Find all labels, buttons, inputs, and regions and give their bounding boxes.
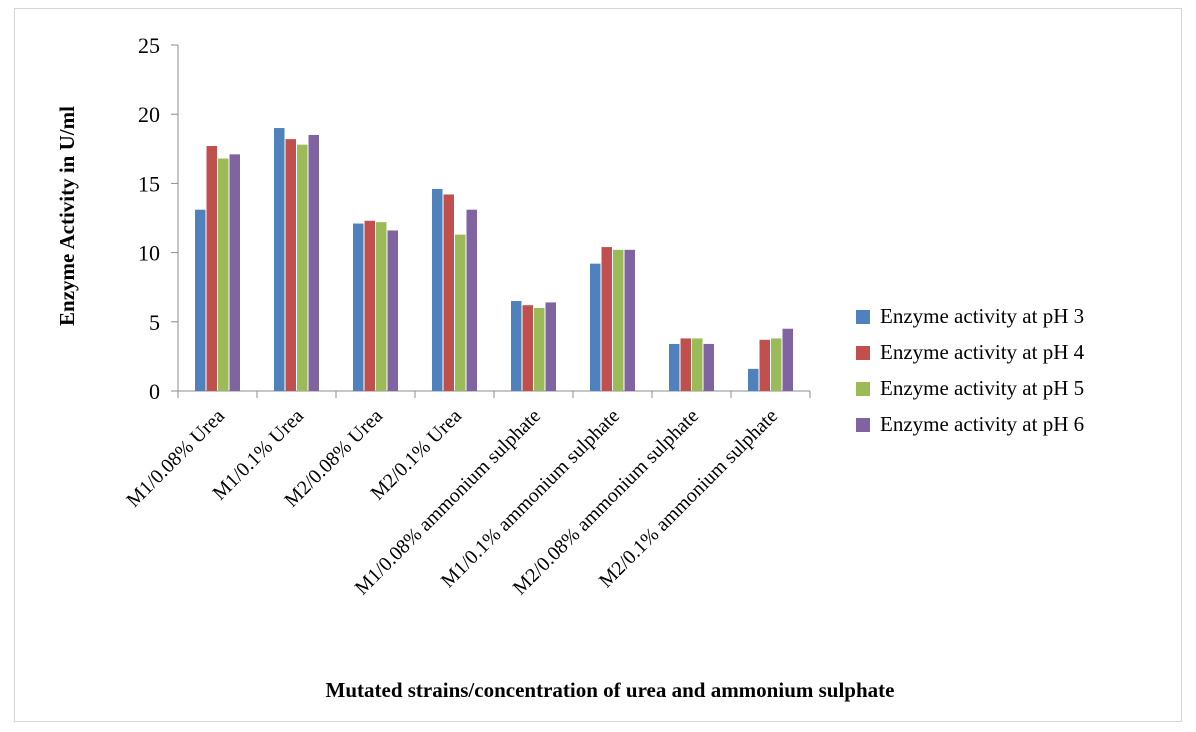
bars bbox=[195, 128, 793, 392]
y-tick-label: 25 bbox=[138, 33, 160, 58]
bar bbox=[455, 234, 466, 391]
legend-swatch bbox=[856, 382, 870, 396]
bar bbox=[285, 139, 296, 391]
bar bbox=[274, 128, 285, 392]
bar bbox=[534, 307, 545, 391]
bar bbox=[376, 222, 387, 391]
bar bbox=[692, 338, 703, 391]
legend: Enzyme activity at pH 3 Enzyme activity a… bbox=[856, 304, 1085, 436]
y-tick-label: 20 bbox=[138, 102, 160, 127]
bar bbox=[771, 338, 782, 391]
bar bbox=[218, 158, 229, 391]
bar bbox=[703, 343, 714, 391]
bar bbox=[432, 188, 443, 391]
bar bbox=[308, 134, 319, 391]
bar bbox=[624, 249, 635, 391]
chart-frame bbox=[14, 8, 1182, 722]
legend-swatch bbox=[856, 418, 870, 432]
bar bbox=[590, 263, 601, 391]
bar bbox=[466, 209, 477, 391]
bar bbox=[387, 230, 398, 391]
bar bbox=[748, 368, 759, 391]
bar bbox=[680, 338, 691, 391]
bar bbox=[364, 220, 375, 391]
legend-swatch bbox=[856, 346, 870, 360]
bar bbox=[669, 343, 680, 391]
x-ticks bbox=[177, 391, 811, 398]
legend-label: Enzyme activity at pH 4 bbox=[880, 340, 1085, 364]
category-label: M1/0.08% Urea bbox=[122, 405, 229, 512]
legend-label: Enzyme activity at pH 3 bbox=[880, 304, 1084, 328]
bar bbox=[229, 154, 240, 391]
bar bbox=[782, 328, 793, 391]
bar bbox=[206, 146, 217, 391]
bar bbox=[443, 194, 454, 391]
bar bbox=[195, 209, 206, 391]
bar bbox=[522, 305, 533, 391]
bar bbox=[297, 144, 308, 391]
bar bbox=[759, 339, 770, 391]
legend-label: Enzyme activity at pH 6 bbox=[880, 412, 1084, 436]
legend-swatch bbox=[856, 310, 870, 324]
x-axis-title: Mutated strains/concentration of urea an… bbox=[326, 678, 895, 702]
bar bbox=[545, 302, 556, 391]
bar bbox=[601, 247, 612, 391]
bar bbox=[353, 223, 364, 391]
legend-label: Enzyme activity at pH 5 bbox=[880, 376, 1084, 400]
y-tick-label: 5 bbox=[149, 310, 160, 335]
bar bbox=[511, 301, 522, 391]
bar bbox=[613, 249, 624, 391]
y-ticks: 0 5 10 15 20 25 bbox=[138, 33, 178, 404]
y-tick-label: 10 bbox=[138, 241, 160, 266]
y-axis-title: Enzyme Activity in U/ml bbox=[55, 106, 79, 326]
y-tick-label: 15 bbox=[138, 171, 160, 196]
y-tick-label: 0 bbox=[149, 379, 160, 404]
